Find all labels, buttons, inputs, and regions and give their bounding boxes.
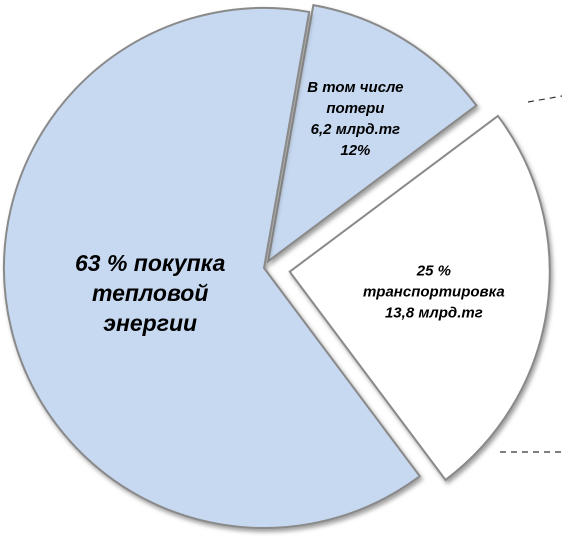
pie	[3, 3, 551, 529]
pie-slice	[288, 114, 551, 482]
slice-label: 63 % покупка	[75, 250, 226, 276]
slice-label: транспортировка	[363, 283, 505, 300]
leader-line	[527, 95, 562, 103]
slice-label: В том числе	[307, 79, 403, 96]
slice-label: потери	[326, 100, 384, 117]
labels: В том числе потери 6,2 млрд.тг 12% 25 % транс…	[75, 79, 505, 336]
pie-slice	[3, 7, 422, 529]
slice-label: тепловой	[92, 280, 208, 306]
slice-label: энергии	[103, 310, 197, 336]
slice-label: 12%	[340, 142, 370, 159]
slice-label: 6,2 млрд.тг	[311, 121, 400, 138]
pie-slice	[266, 3, 478, 264]
slice-label: 25 %	[416, 262, 451, 279]
slice-label: 13,8 млрд.тг	[385, 304, 483, 321]
